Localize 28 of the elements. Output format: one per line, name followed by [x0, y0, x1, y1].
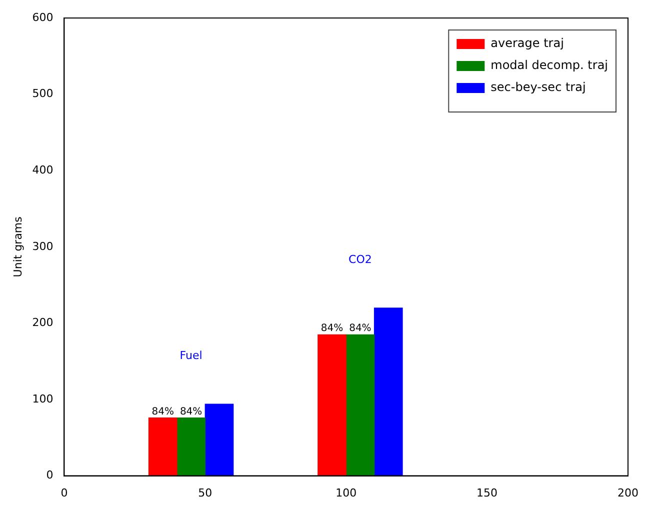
y-tick-label: 400 [32, 163, 54, 176]
bar [346, 334, 375, 476]
x-tick-label: 100 [336, 486, 357, 500]
bar [318, 334, 346, 476]
legend-label: modal decomp. traj [490, 58, 608, 72]
y-tick-label: 0 [46, 468, 54, 482]
y-tick-label: 600 [32, 10, 54, 24]
y-tick-label: 100 [32, 392, 54, 406]
x-tick-label: 200 [618, 486, 638, 500]
bar [374, 308, 403, 476]
legend-label: average traj [490, 36, 564, 50]
annotation: 84% [320, 323, 344, 334]
annotation: CO2 [348, 252, 372, 266]
y-axis-title: Unit grams [11, 216, 24, 278]
x-tick-label: 150 [476, 486, 498, 500]
x-tick-label: 50 [198, 486, 212, 500]
bar [176, 417, 206, 476]
y-tick-label: 300 [32, 240, 54, 253]
bar [148, 417, 178, 476]
y-tick-label: 500 [32, 87, 54, 100]
annotation: 84% [152, 406, 174, 418]
legend-label: sec-bey-sec traj [490, 80, 586, 94]
annotation: 84% [180, 406, 202, 418]
x-tick-label: 0 [60, 486, 68, 500]
annotation: 84% [349, 323, 372, 334]
annotation: Fuel [180, 348, 202, 362]
y-tick-label: 200 [32, 316, 54, 330]
bar [204, 404, 234, 476]
